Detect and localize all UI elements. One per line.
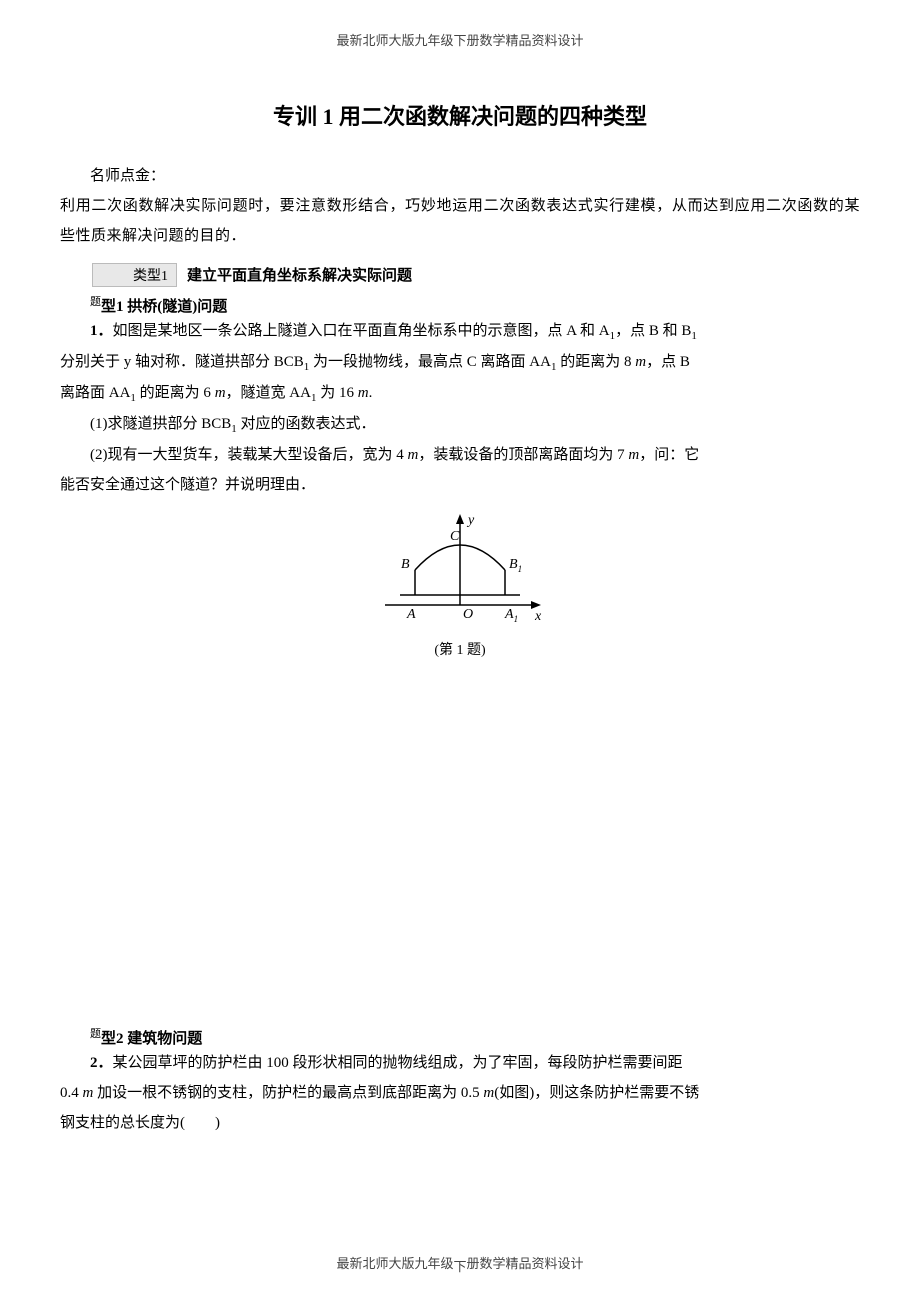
type1-heading: 类型1 建立平面直角坐标系解决实际问题 — [60, 263, 860, 287]
subtype1: 题型1 拱桥(隧道)问题 — [60, 293, 860, 316]
C-label: C — [450, 529, 460, 544]
B1-label: B1 — [509, 557, 522, 574]
q1-sub2b: 能否安全通过这个隧道？并说明理由． — [60, 470, 860, 500]
mingshi-label: 名师点金： — [60, 161, 860, 191]
tunnel-diagram: y x B B1 C A O A1 — [365, 510, 555, 630]
A1-label: A1 — [504, 607, 518, 624]
A-label: A — [406, 607, 416, 622]
q1-line1: 1．如图是某地区一条公路上隧道入口在平面直角坐标系中的示意图，点 A 和 A1，… — [60, 316, 860, 347]
intro-text: 利用二次函数解决实际问题时，要注意数形结合，巧妙地运用二次函数表达式实行建模，从… — [60, 191, 860, 251]
q1-line2: 分别关于 y 轴对称．隧道拱部分 BCB1 为一段抛物线，最高点 C 离路面 A… — [60, 347, 860, 378]
q2-line3: 钢支柱的总长度为( ) — [60, 1108, 860, 1138]
q1-sub2a: (2)现有一大型货车，装载某大型设备后，宽为 4 m，装载设备的顶部离路面均为 … — [60, 440, 860, 470]
q2-line1: 2．某公园草坪的防护栏由 100 段形状相同的抛物线组成，为了牢固，每段防护栏需… — [60, 1048, 860, 1078]
page-header: 最新北师大版九年级下册数学精品资料设计 — [60, 30, 860, 49]
x-label: x — [534, 609, 542, 624]
q2-number: 2． — [90, 1055, 113, 1071]
subtype2-text: 建筑物问题 — [127, 1031, 202, 1047]
q2-line2: 0.4 m 加设一根不锈钢的支柱，防护栏的最高点到底部距离为 0.5 m(如图)… — [60, 1078, 860, 1108]
subtype2-prefix: 题 — [90, 1028, 101, 1040]
figure-1-caption: (第 1 题) — [60, 639, 860, 659]
subtype2-bold: 型2 — [101, 1031, 124, 1047]
subtype1-prefix: 题 — [90, 296, 101, 308]
q1-line3: 离路面 AA1 的距离为 6 m，隧道宽 AA1 为 16 m. — [60, 378, 860, 409]
type1-title: 建立平面直角坐标系解决实际问题 — [187, 268, 412, 284]
subtype1-text: 拱桥(隧道)问题 — [127, 299, 227, 315]
main-title: 专训 1 用二次函数解决问题的四种类型 — [60, 99, 860, 131]
type1-badge: 类型1 — [92, 263, 177, 287]
O-label: O — [463, 607, 473, 622]
y-label: y — [466, 513, 475, 528]
subtype2: 题型2 建筑物问题 — [60, 1025, 860, 1048]
q1-number: 1． — [90, 323, 113, 339]
q1-sub1: (1)求隧道拱部分 BCB1 对应的函数表达式． — [60, 409, 860, 440]
figure-1: y x B B1 C A O A1 (第 1 题) — [60, 510, 860, 659]
page-footer: 最新北师大版九年级下册数学精品资料设计 — [60, 1253, 860, 1272]
subtype1-bold: 型1 — [101, 299, 124, 315]
B-label: B — [401, 557, 410, 572]
